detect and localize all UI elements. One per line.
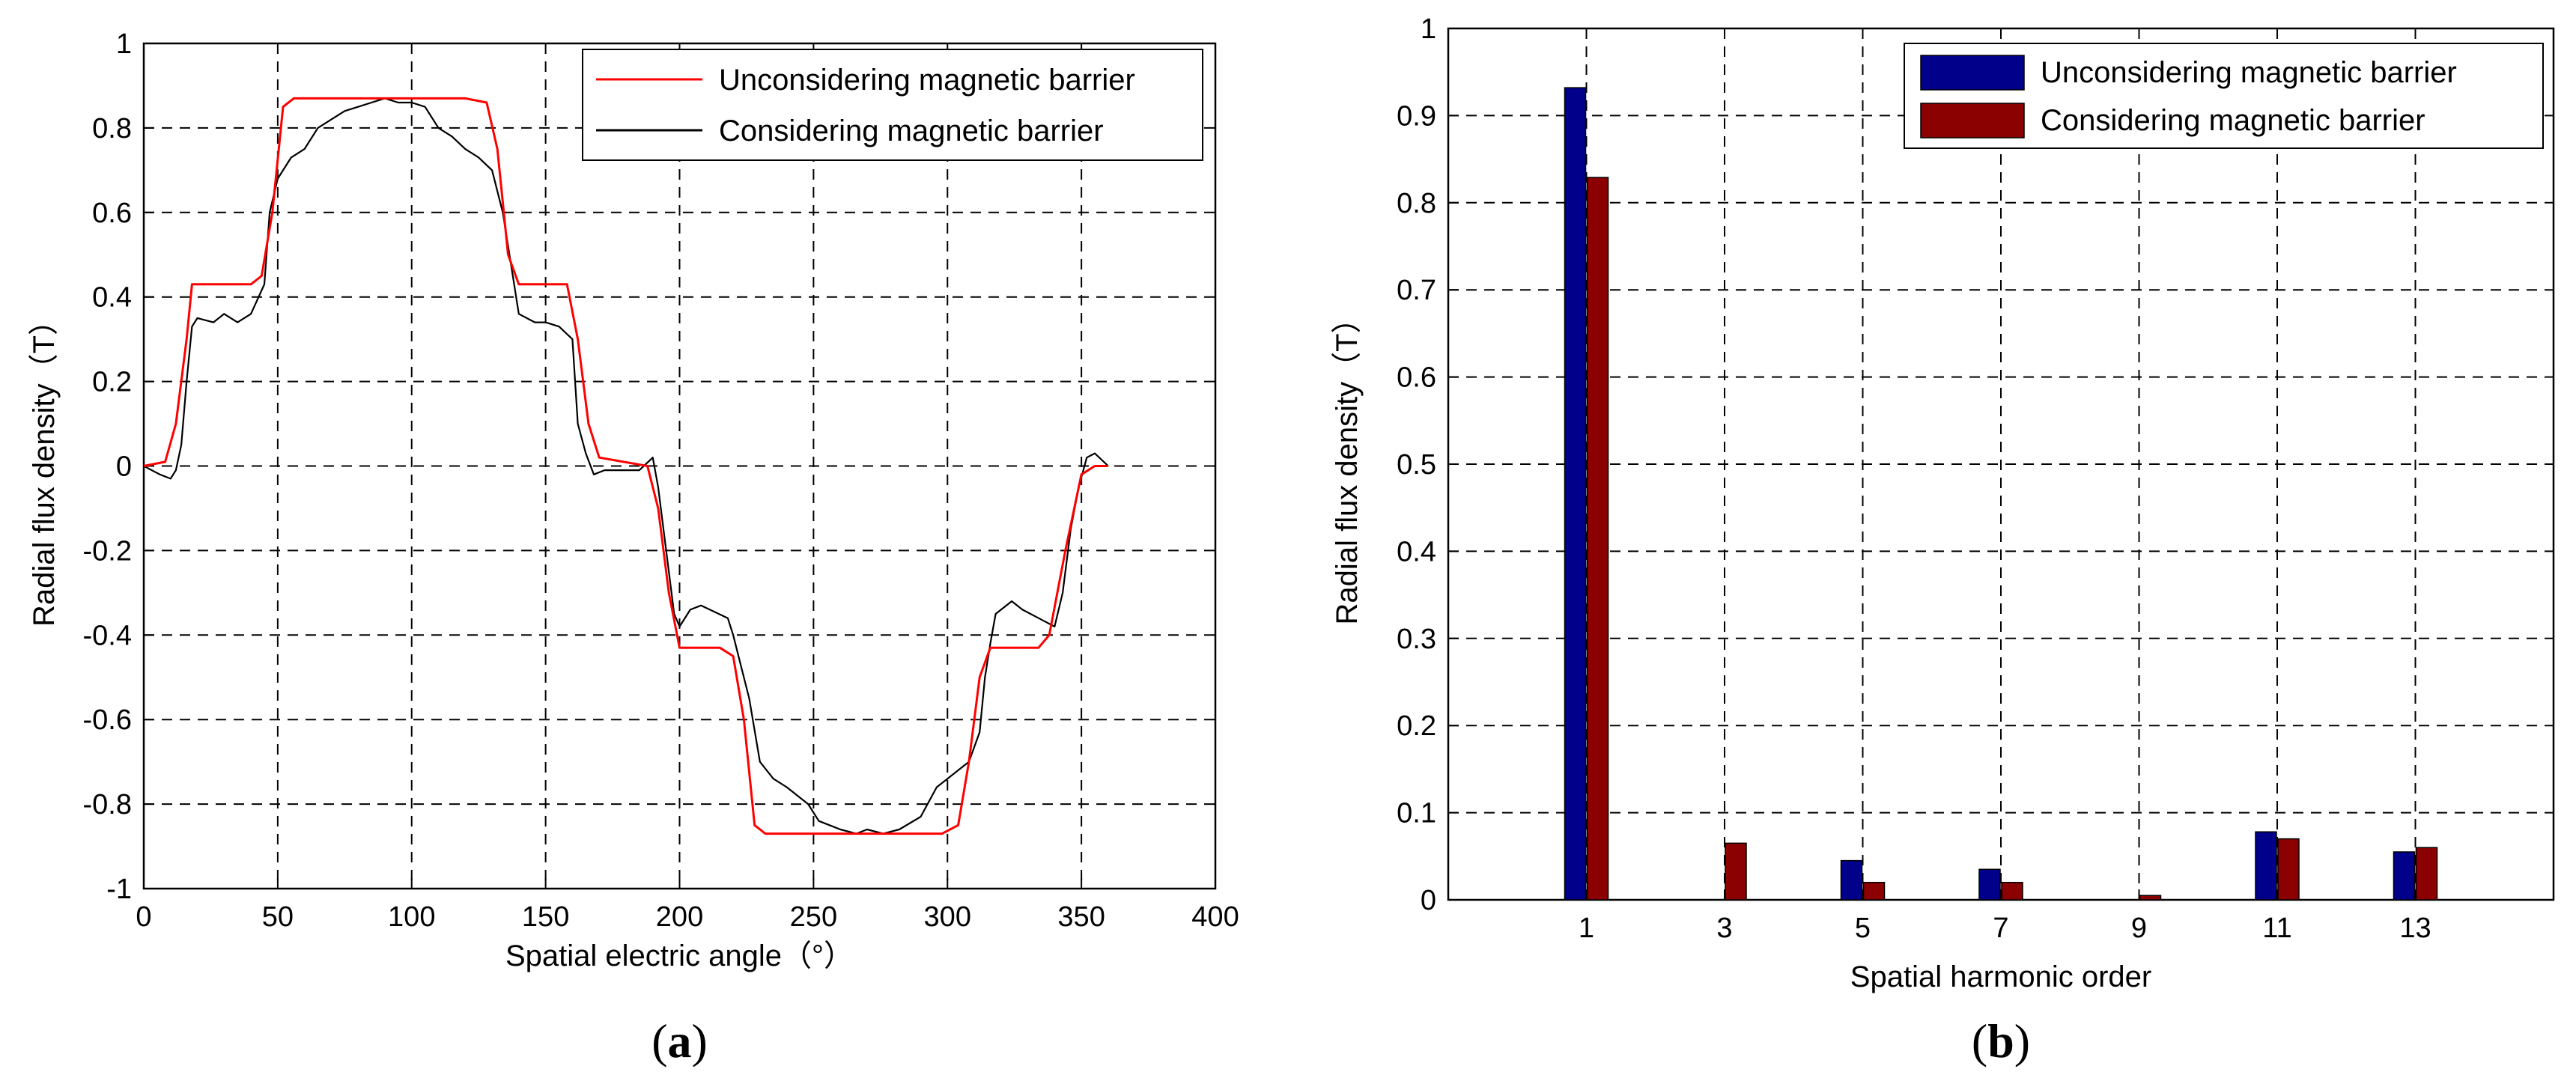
chart-b-y-tick-label: 0.9: [1397, 100, 1436, 132]
chart-b-bar-unconsidering: [2393, 851, 2416, 901]
chart-a-y-tick-label: 0.2: [92, 367, 132, 398]
chart-b-x-tick-label: 11: [2262, 913, 2291, 944]
chart-a-x-tick-label: 50: [262, 901, 294, 933]
chart-a-y-tick-label: 0.8: [92, 113, 132, 144]
chart-a-x-tick-label: 300: [924, 901, 971, 933]
chart-a-x-tick-label: 400: [1191, 901, 1239, 933]
chart-a-series-line-unconsidering: [143, 97, 1108, 835]
chart-a-caption-paren-close: ): [692, 1014, 708, 1068]
chart-a-x-tick-label: 250: [790, 901, 837, 933]
chart-b-x-tick-label: 5: [1855, 913, 1871, 944]
chart-b-bar-unconsidering: [1840, 859, 1863, 901]
chart-b-legend-label: Considering magnetic barrier: [2041, 104, 2425, 137]
chart-a-x-tick-label: 0: [136, 901, 151, 933]
chart-b-y-tick-label: 0.5: [1397, 449, 1436, 481]
chart-b-x-tick-label: 9: [2131, 913, 2147, 944]
chart-b-bar-considering: [1725, 842, 1747, 901]
chart-b-caption: (b): [1972, 1014, 2030, 1068]
chart-b-legend-swatch: [1920, 103, 2025, 138]
chart-b-x-tick-label: 13: [2399, 913, 2431, 944]
chart-b-y-tick-label: 0.1: [1397, 798, 1436, 829]
chart-a-x-tick-label: 100: [388, 901, 435, 933]
chart-b-bar-considering: [2139, 895, 2162, 901]
chart-a-x-tick-label: 200: [656, 901, 703, 933]
chart-b-y-tick-label: 0.6: [1397, 362, 1436, 394]
chart-a-y-tick-label: 0.4: [92, 282, 132, 314]
chart-b-y-tick-label: 0.7: [1397, 275, 1436, 306]
chart-b-x-tick-label: 3: [1716, 913, 1732, 944]
chart-b-x-tick-label: 7: [1993, 913, 2008, 944]
chart-b-bar-considering: [1586, 177, 1609, 901]
chart-b-y-tick-label: 0.8: [1397, 188, 1436, 219]
chart-b-bar-considering: [1862, 881, 1886, 901]
chart-a-y-tick-label: 0.6: [92, 198, 132, 229]
chart-b-y-axis-label: Radial flux density（T）: [1331, 303, 1364, 624]
chart-b-y-tick-label: 0.4: [1397, 536, 1436, 567]
chart-a-y-axis-label: Radial flux density（T）: [28, 305, 61, 627]
chart-b-caption-paren-open: (: [1972, 1014, 1987, 1068]
chart-b-caption-letter: b: [1987, 1014, 2014, 1068]
chart-a-y-tick-label: -0.2: [83, 535, 132, 567]
chart-b-bar-unconsidering: [2255, 831, 2277, 901]
chart-a-caption: (a): [651, 1014, 708, 1068]
chart-b-y-tick-label: 0.3: [1397, 624, 1436, 655]
chart-a-legend-label: Considering magnetic barrier: [719, 115, 1104, 147]
chart-a-legend-label: Unconsidering magnetic barrier: [719, 64, 1135, 97]
chart-a-y-tick-label: -0.6: [83, 704, 132, 736]
chart-b-bar-considering: [2001, 881, 2023, 901]
chart-a-series-line-considering: [143, 97, 1109, 835]
chart-a-y-tick-label: -1: [106, 874, 132, 905]
chart-a-x-axis-label: Spatial electric angle（°）: [505, 940, 854, 972]
chart-a-x-tick-label: 150: [522, 901, 569, 933]
chart-a-y-tick-label: -0.8: [83, 789, 132, 820]
chart-a-y-tick-label: 1: [116, 28, 132, 60]
chart-b-legend-label: Unconsidering magnetic barrier: [2041, 56, 2457, 89]
chart-b-x-axis-label: Spatial harmonic order: [1850, 960, 2151, 993]
chart-b-x-tick-label: 1: [1579, 913, 1594, 944]
chart-b-y-tick-label: 1: [1421, 13, 1436, 45]
chart-a-caption-letter: a: [668, 1014, 692, 1068]
chart-a-legend: [582, 49, 1203, 161]
chart-a-y-tick-label: 0: [116, 451, 132, 483]
chart-a-caption-paren-open: (: [651, 1014, 667, 1068]
chart-b-caption-paren-close: ): [2014, 1014, 2030, 1068]
chart-a-x-tick-label: 350: [1057, 901, 1105, 933]
chart-b-y-tick-label: 0: [1421, 885, 1436, 916]
chart-b-bar-unconsidering: [1564, 87, 1587, 901]
chart-b-bar-considering: [2415, 847, 2438, 901]
chart-b-legend-swatch: [1920, 55, 2025, 91]
chart-a-y-tick-label: -0.4: [83, 620, 132, 651]
chart-b-bar-unconsidering: [1978, 868, 2001, 901]
chart-b-y-tick-label: 0.2: [1397, 710, 1436, 742]
chart-b-bar-considering: [2277, 838, 2300, 901]
